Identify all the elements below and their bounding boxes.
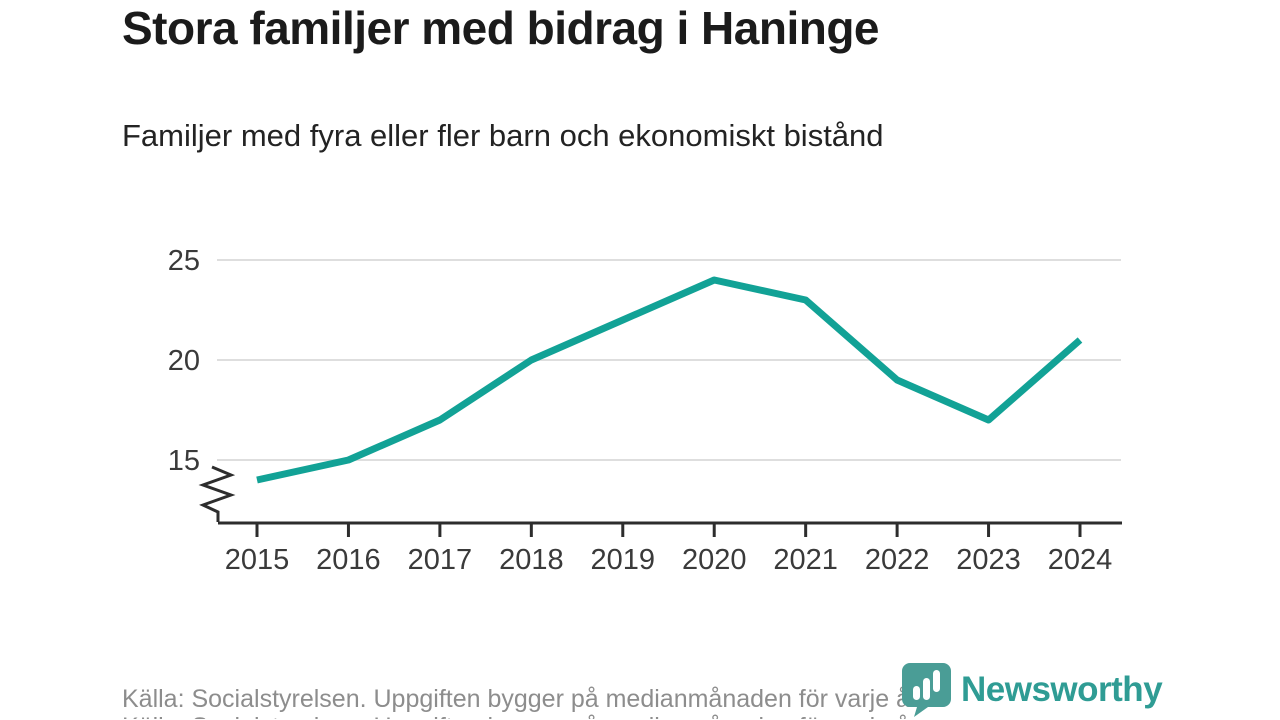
x-tick-label: 2023: [956, 544, 1021, 576]
source-note-clipped-text: Källa: Socialstyrelsen. Uppgiften bygger…: [122, 714, 918, 719]
logo-bar-medium: [923, 678, 930, 700]
x-tick-label: 2016: [316, 544, 381, 576]
y-tick-label: 20: [168, 345, 200, 377]
logo-bar-tall: [933, 670, 940, 692]
x-tick-label: 2022: [865, 544, 930, 576]
source-note-clipped-line: Källa: Socialstyrelsen. Uppgiften bygger…: [122, 714, 1112, 719]
newsworthy-barchart-bubble-icon: [902, 663, 951, 717]
y-tick-label: 15: [168, 445, 200, 477]
chart-subtitle: Familjer med fyra eller fler barn och ek…: [122, 118, 884, 153]
chart-title: Stora familjer med bidrag i Haninge: [122, 2, 880, 54]
logo-bar-short: [913, 686, 920, 700]
x-tick-label: 2020: [682, 544, 747, 576]
x-tick-label: 2019: [591, 544, 656, 576]
x-tick-label: 2015: [225, 544, 290, 576]
data-line: [256, 276, 1083, 484]
y-axis-break-squiggle: [198, 465, 236, 522]
x-tick-label: 2017: [408, 544, 473, 576]
source-note: Källa: Socialstyrelsen. Uppgiften bygger…: [122, 685, 919, 713]
newsworthy-wordmark: Newsworthy: [961, 670, 1163, 709]
x-tick-label: 2018: [499, 544, 564, 576]
newsworthy-logo: Newsworthy: [901, 662, 1163, 718]
y-tick-label: 25: [168, 245, 200, 277]
x-tick-label: 2024: [1048, 544, 1113, 576]
x-tick-label: 2021: [773, 544, 838, 576]
